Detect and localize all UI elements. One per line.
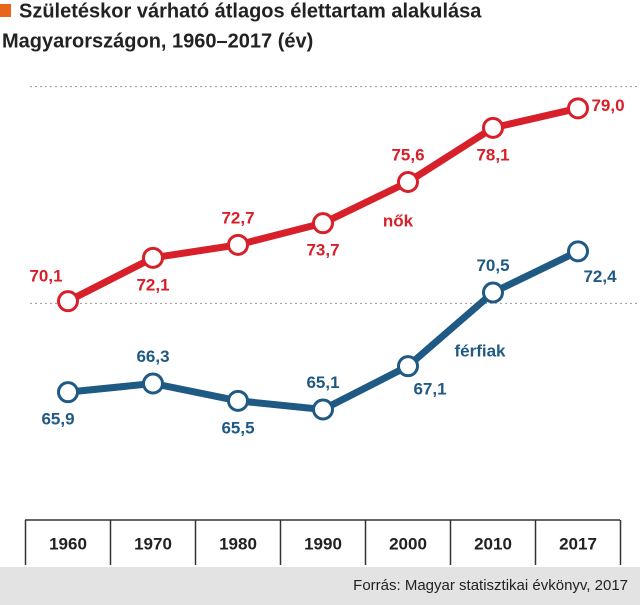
marker xyxy=(397,355,419,378)
value-label: 78,1 xyxy=(476,145,509,164)
x-tick-label: 1970 xyxy=(134,534,172,553)
value-label: 70,1 xyxy=(29,267,62,286)
x-tick-label: 1960 xyxy=(49,534,87,553)
marker xyxy=(312,398,334,421)
x-tick-label: 1980 xyxy=(219,534,257,553)
value-label: 65,1 xyxy=(306,373,339,392)
marker xyxy=(57,290,79,313)
source: Forrás: Magyar statisztikai évkönyv, 201… xyxy=(353,577,628,594)
chart-title: Magyarországon, 1960–2017 (év) xyxy=(2,30,313,52)
title-marker xyxy=(0,4,11,17)
value-label: 75,6 xyxy=(391,145,424,164)
chart-title: Születéskor várható átlagos élettartam a… xyxy=(19,0,482,22)
value-label: 65,5 xyxy=(221,418,254,437)
marker xyxy=(227,233,249,256)
marker xyxy=(142,246,164,269)
x-tick-label: 1990 xyxy=(304,534,342,553)
source-bar xyxy=(0,567,640,605)
marker xyxy=(482,116,504,139)
marker xyxy=(482,281,504,304)
value-label: 73,7 xyxy=(306,241,339,260)
marker xyxy=(567,240,589,263)
marker xyxy=(142,372,164,395)
value-label: 70,5 xyxy=(476,256,509,275)
value-label: 66,3 xyxy=(136,347,169,366)
marker xyxy=(567,97,589,120)
marker xyxy=(312,212,334,235)
marker xyxy=(397,171,419,193)
value-label: 72,1 xyxy=(136,275,169,294)
marker xyxy=(227,389,249,412)
value-label: 72,7 xyxy=(221,208,254,227)
value-label: 67,1 xyxy=(413,380,446,399)
marker xyxy=(57,381,79,404)
value-label: 79,0 xyxy=(591,96,624,115)
x-tick-label: 2010 xyxy=(474,534,512,553)
series-label: férfiak xyxy=(454,341,506,360)
x-tick-label: 2000 xyxy=(389,534,427,553)
x-tick-label: 2017 xyxy=(559,534,597,553)
value-label: 72,4 xyxy=(583,267,617,286)
series-label: nők xyxy=(383,211,414,230)
value-label: 65,9 xyxy=(41,410,74,429)
